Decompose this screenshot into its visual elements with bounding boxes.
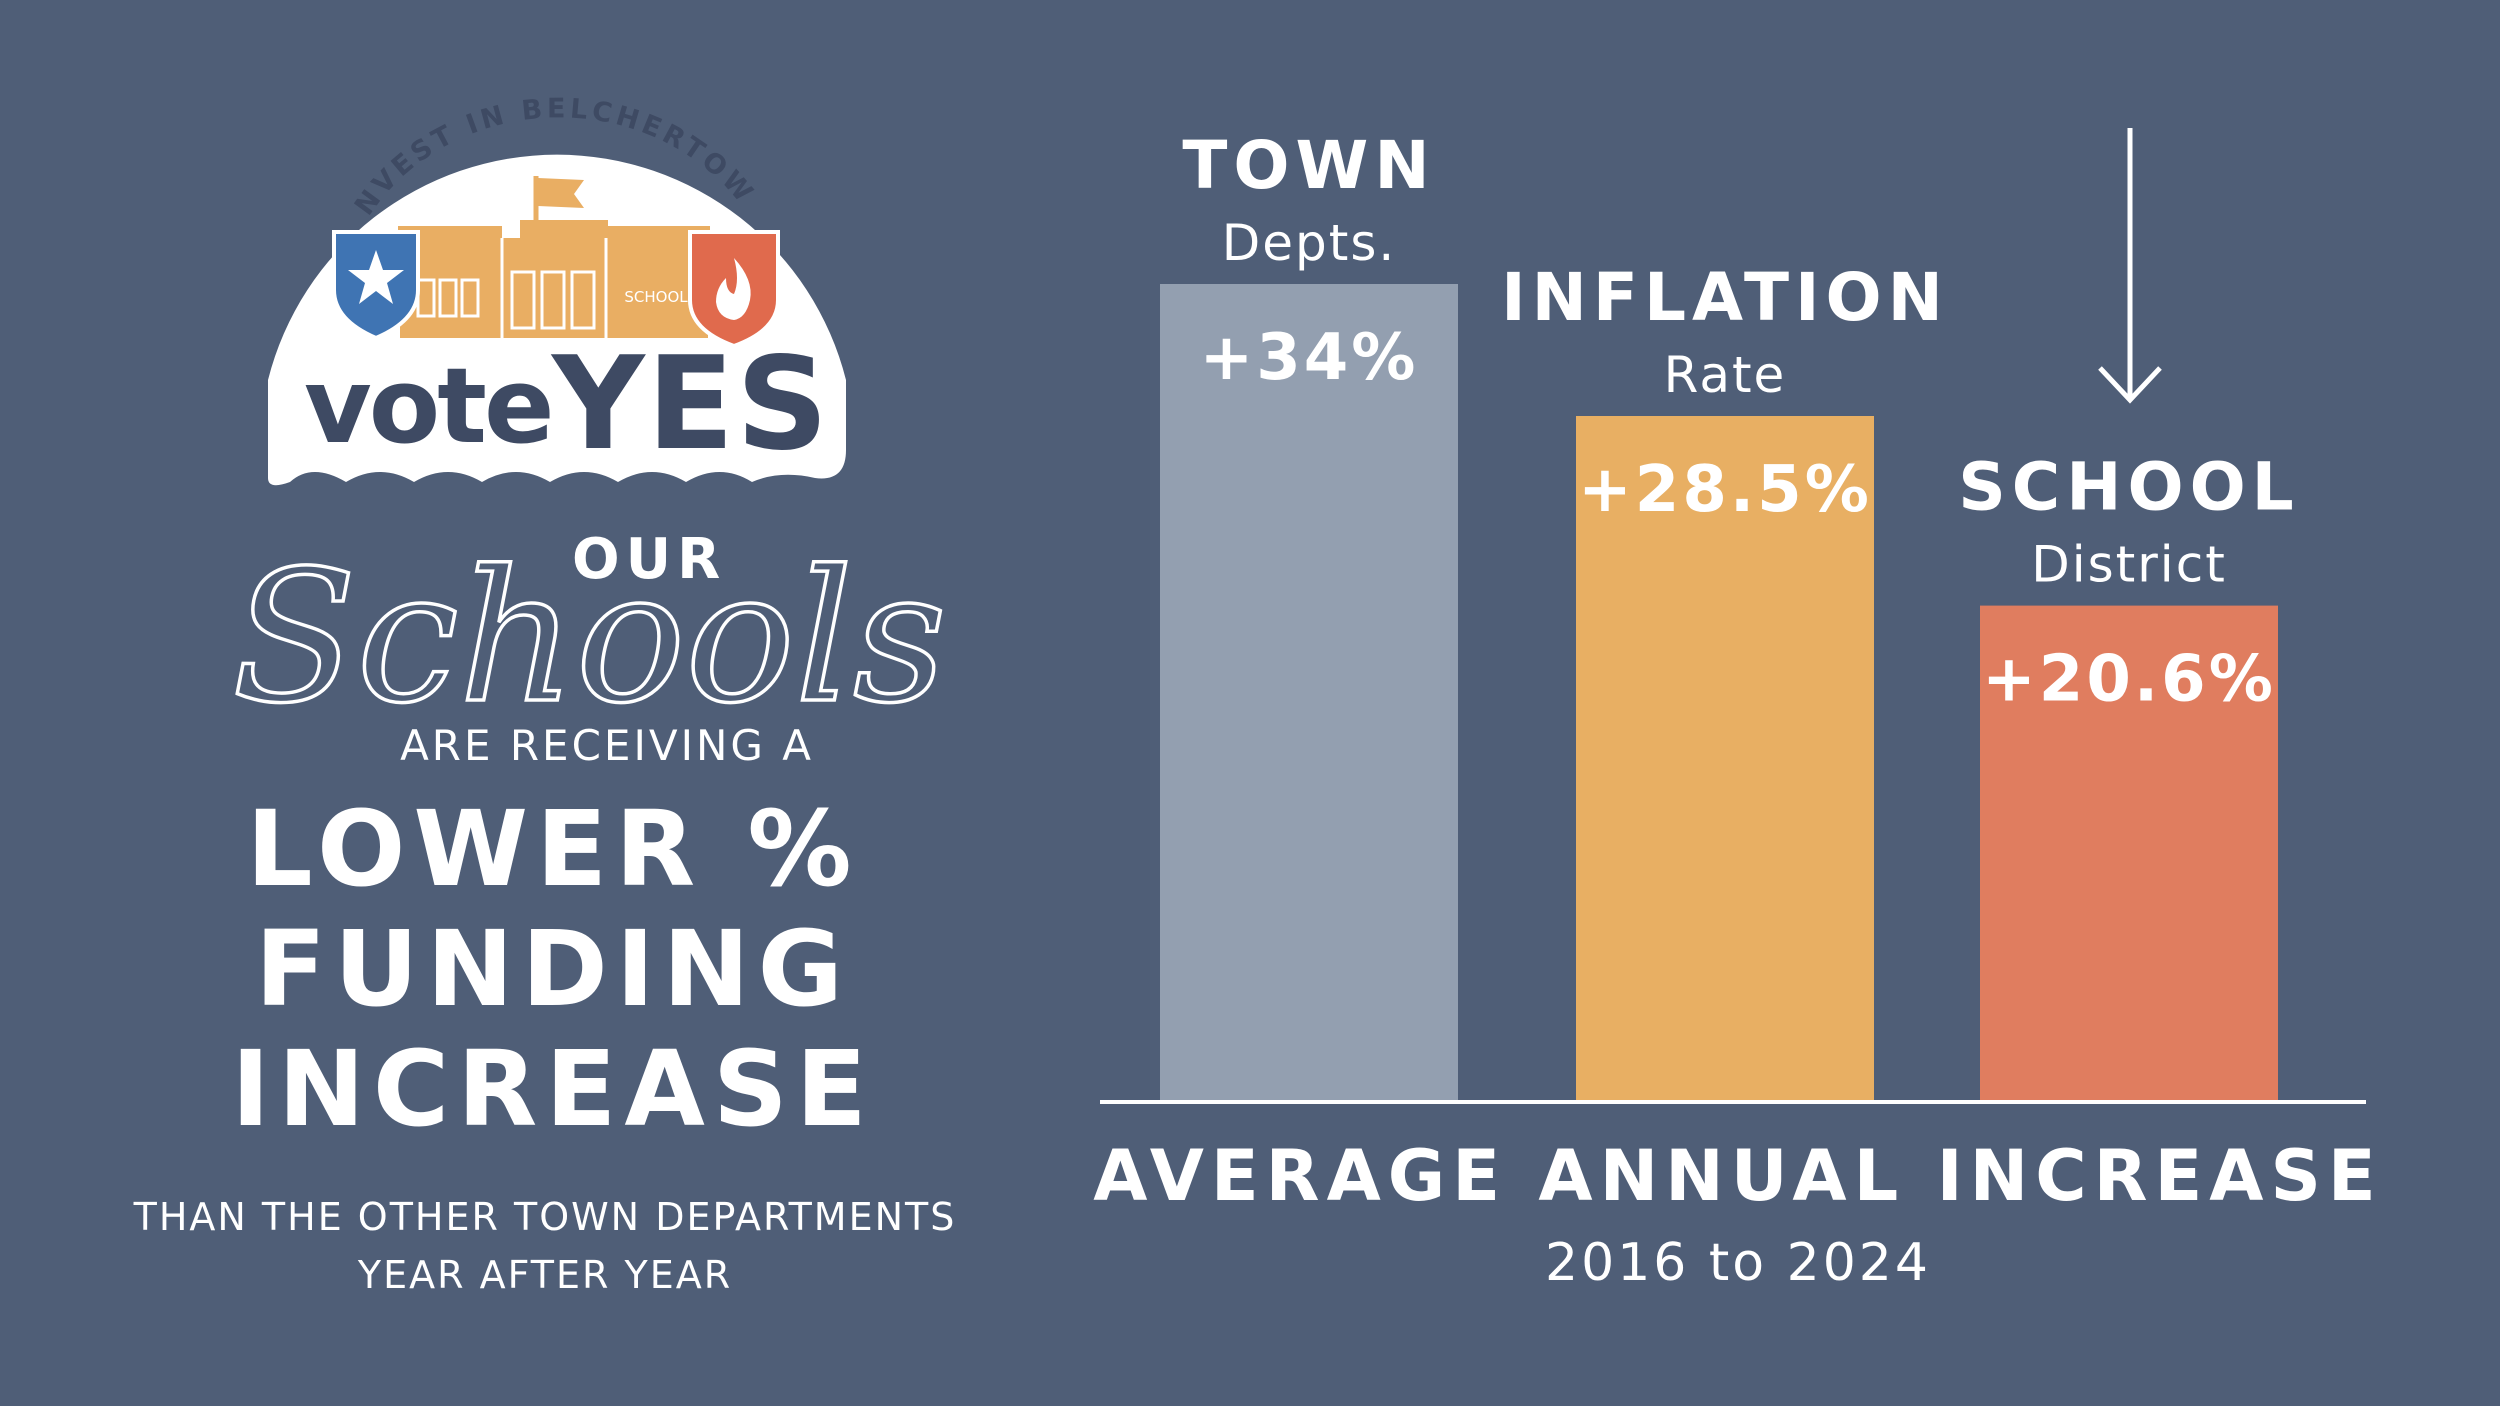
headline-block: OUR Schools ARE RECEIVING A LOWER % FUND… — [133, 527, 957, 1297]
bar-school — [1980, 605, 2278, 1100]
bar-town — [1160, 284, 1458, 1100]
headline-schools: Schools — [232, 531, 947, 743]
category-title: INFLATION — [1501, 259, 1949, 336]
category-subtitle: Rate — [1664, 346, 1787, 404]
logo-yes-text: YES — [550, 330, 830, 479]
category-subtitle: Depts. — [1222, 214, 1397, 272]
star-shield-icon — [332, 230, 420, 341]
school-building-icon: SCHOOL — [398, 176, 710, 338]
category-title: TOWN — [1182, 127, 1435, 204]
headline-lower-percent: LOWER % — [246, 788, 859, 910]
headline-our: OUR — [572, 527, 726, 592]
bar-value-label: +20.6% — [1982, 643, 2276, 717]
flag-icon — [538, 178, 584, 208]
flame-shield-icon — [688, 230, 780, 349]
headline-sub-line2: YEAR AFTER YEAR — [357, 1253, 732, 1297]
bar-inflation — [1576, 416, 1874, 1100]
headline-are-receiving: ARE RECEIVING A — [400, 721, 814, 770]
headline-funding: FUNDING — [255, 908, 851, 1030]
school-sign-label: SCHOOL — [624, 288, 688, 306]
headline-sub-line1: THAN THE OTHER TOWN DEPARTMENTS — [133, 1195, 957, 1239]
chart-subtitle: 2016 to 2024 — [1545, 1233, 1931, 1293]
logo-vote-text: vote — [304, 345, 552, 467]
bar-value-label: +34% — [1200, 321, 1419, 395]
vote-yes-logo: INVEST IN BELCHERTOWN SCHOOL — [0, 0, 846, 486]
bar-value-label: +28.5% — [1578, 453, 1872, 527]
bar-chart: +34% TOWN Depts. +28.5% INFLATION Rate +20.6% S… — [1160, 127, 2299, 1100]
category-title: SCHOOL — [1958, 449, 2299, 526]
down-arrow-icon — [2098, 128, 2162, 404]
headline-increase: INCREASE — [231, 1028, 875, 1150]
chart-title: AVERAGE ANNUAL INCREASE — [1093, 1135, 2382, 1217]
category-subtitle: District — [2031, 536, 2227, 594]
